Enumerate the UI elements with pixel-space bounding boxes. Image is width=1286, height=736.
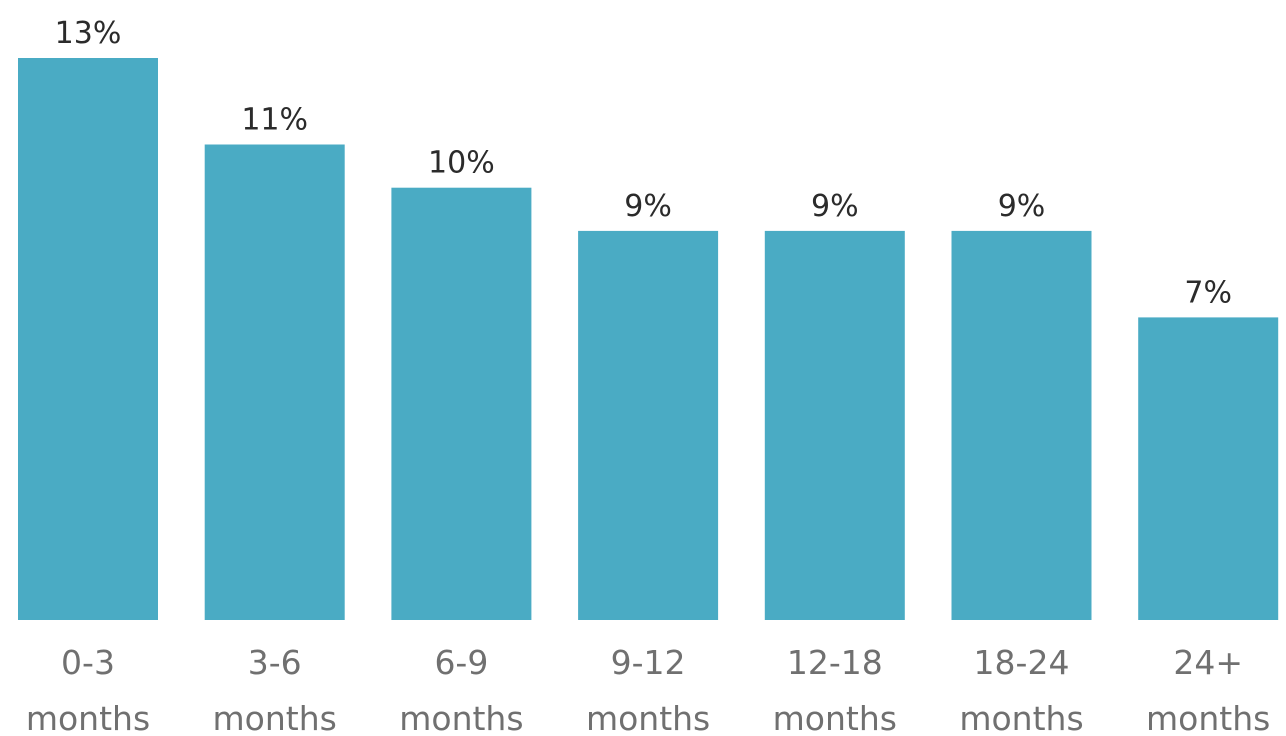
- bar-9-12-months: [578, 230, 719, 620]
- category-label-12-18-months-line2: months: [773, 699, 897, 736]
- category-label-24-months-line1: 24+: [1173, 643, 1243, 682]
- data-label-24-months: 7%: [1184, 275, 1232, 310]
- category-label-9-12-months-line2: months: [586, 699, 710, 736]
- bar-12-18-months: [764, 230, 905, 620]
- data-label-9-12-months: 9%: [624, 189, 672, 224]
- category-label-3-6-months-line1: 3-6: [248, 643, 302, 682]
- bar-0-3-months: [18, 58, 158, 620]
- category-label-24-months-line2: months: [1146, 699, 1270, 736]
- data-label-3-6-months: 11%: [241, 103, 308, 138]
- data-label-0-3-months: 13%: [55, 16, 122, 51]
- data-label-12-18-months: 9%: [811, 189, 859, 224]
- bar-18-24-months: [951, 230, 1092, 620]
- data-label-6-9-months: 10%: [428, 146, 495, 181]
- category-label-9-12-months-line1: 9-12: [611, 643, 686, 682]
- category-labels-group: 0-3 months 3-6 months 6-9 months 9-12 months 12-…: [26, 643, 1271, 736]
- value-labels-group: 13% 11% 10% 9% 9% 9% 7%: [55, 16, 1232, 310]
- bar-3-6-months: [204, 144, 345, 620]
- category-label-0-3-months-line2: months: [26, 699, 150, 736]
- category-label-18-24-months-line1: 18-24: [974, 643, 1070, 682]
- data-label-18-24-months: 9%: [998, 189, 1046, 224]
- category-label-6-9-months-line2: months: [399, 699, 523, 736]
- category-label-0-3-months-line1: 0-3: [61, 643, 115, 682]
- bars-group: [18, 58, 1279, 620]
- category-label-18-24-months-line2: months: [959, 699, 1083, 736]
- category-label-3-6-months-line2: months: [213, 699, 337, 736]
- bar-24-months: [1138, 317, 1279, 620]
- category-label-12-18-months-line1: 12-18: [787, 643, 883, 682]
- category-label-6-9-months-line1: 6-9: [434, 643, 488, 682]
- bar-6-9-months: [391, 187, 532, 620]
